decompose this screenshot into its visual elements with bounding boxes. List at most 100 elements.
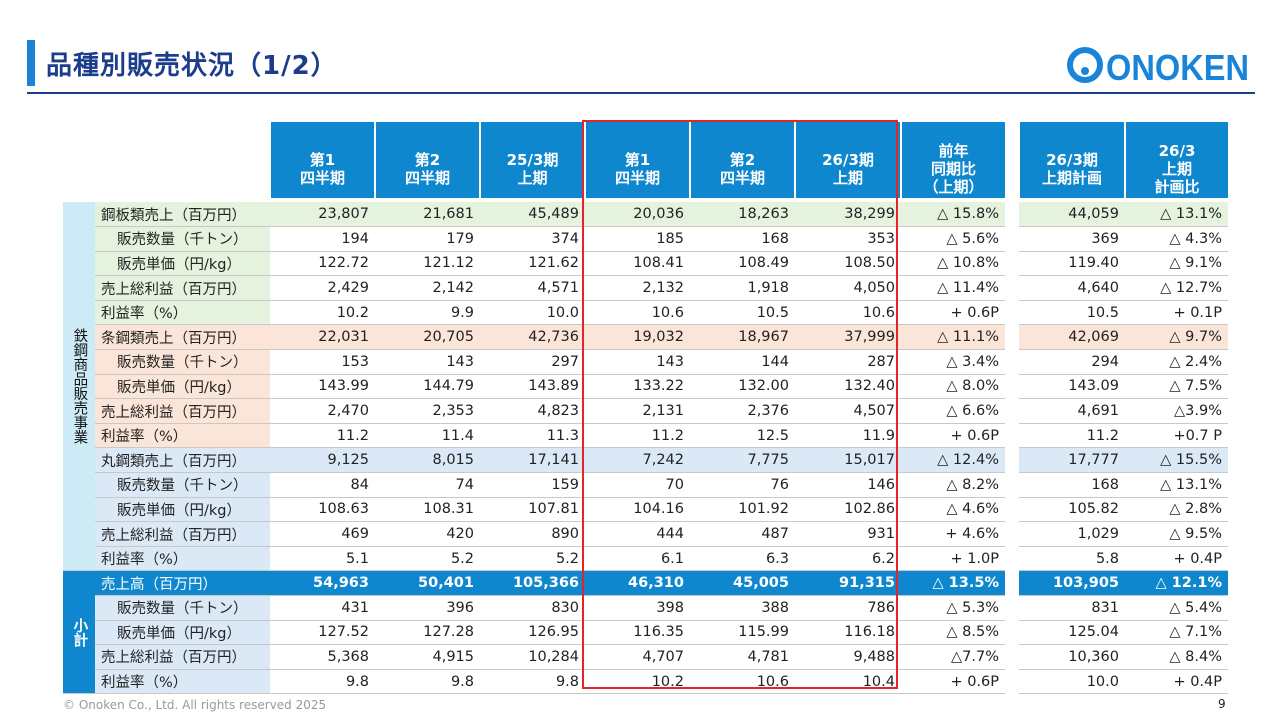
value-cell: 44,059	[1019, 202, 1125, 228]
header-top-cell	[900, 122, 1005, 140]
table-row: 小計 売上高（百万円） 54,963 50,401 105,366 46,310 45,00…	[63, 570, 1228, 695]
column-header: 第2 四半期	[374, 140, 480, 198]
row-label: 利益率（%）	[95, 423, 270, 449]
table-row: 販売単価（円/kg） 122.72 121.12 121.62 108.41 108.49…	[63, 251, 1228, 277]
value-cell: △ 9.1%	[1125, 251, 1228, 277]
section-label: 小計	[63, 570, 95, 695]
value-cell: 10.4	[795, 669, 901, 695]
value-cell: △ 5.3%	[901, 595, 1005, 621]
value-cell: △ 13.5%	[901, 570, 1005, 596]
value-cell: 91,315	[795, 570, 901, 596]
value-cell: 20,036	[585, 202, 690, 228]
table-row: 売上総利益（百万円） 469 420 890 444 487 931 + 4.6% 1,029 △…	[63, 521, 1228, 547]
value-cell: 18,967	[690, 324, 795, 351]
sales-by-product-table: 第1 四半期 第2 四半期 25/3期 上期 第1 四半期 第2 四半期 26/3期 上期…	[63, 122, 1228, 695]
value-cell: 42,736	[480, 324, 585, 351]
value-cell: 374	[480, 226, 585, 252]
column-header: 26/3期 上期計画	[1018, 140, 1125, 198]
table-row: 条鋼類売上（百万円） 22,031 20,705 42,736 19,032 18,967…	[63, 324, 1228, 351]
value-cell: 6.2	[795, 546, 901, 572]
value-cell: + 0.6P	[901, 423, 1005, 449]
value-cell: 74	[375, 472, 480, 498]
value-cell: 831	[1019, 595, 1125, 621]
row-label: 売上高（百万円）	[95, 570, 270, 596]
value-cell: △ 8.5%	[901, 620, 1005, 646]
value-cell: △ 2.4%	[1125, 349, 1228, 375]
header-top-cell	[689, 122, 795, 140]
value-cell: 830	[480, 595, 585, 621]
table-row: 販売単価（円/kg） 127.52 127.28 126.95 116.35 115.99…	[63, 620, 1228, 646]
value-cell: + 0.1P	[1125, 300, 1228, 326]
value-cell: △ 5.6%	[901, 226, 1005, 252]
value-cell: 10,284	[480, 644, 585, 670]
table-row: 販売数量（千トン） 194 179 374 185 168 353 △ 5.6% 369 △ 4.…	[63, 226, 1228, 252]
value-cell: 9,488	[795, 644, 901, 670]
value-cell: 133.22	[585, 374, 690, 400]
value-cell: 37,999	[795, 324, 901, 351]
value-cell: △ 11.4%	[901, 275, 1005, 301]
value-cell: 4,691	[1019, 398, 1125, 424]
value-cell: 5.2	[375, 546, 480, 572]
value-cell: 2,131	[585, 398, 690, 424]
table-row: 利益率（%） 11.2 11.4 11.3 11.2 12.5 11.9 + 0.6P 11.2…	[63, 423, 1228, 449]
value-cell: 786	[795, 595, 901, 621]
value-cell: + 4.6%	[901, 521, 1005, 547]
value-cell: △ 9.7%	[1125, 324, 1228, 351]
value-cell: 76	[690, 472, 795, 498]
value-cell: 143.99	[270, 374, 375, 400]
row-label: 鋼板類売上（百万円）	[95, 202, 270, 228]
value-cell: 5,368	[270, 644, 375, 670]
value-cell: 4,781	[690, 644, 795, 670]
table-row: 利益率（%） 9.8 9.8 9.8 10.2 10.6 10.4 + 0.6P 10.0 + 0…	[63, 669, 1228, 695]
value-cell: 185	[585, 226, 690, 252]
value-cell: △ 11.1%	[901, 324, 1005, 351]
row-label: 利益率（%）	[95, 546, 270, 572]
value-cell: 115.99	[690, 620, 795, 646]
value-cell: 4,571	[480, 275, 585, 301]
copyright-footer: © Onoken Co., Ltd. All rights reserved 2…	[63, 698, 327, 712]
value-cell: 108.49	[690, 251, 795, 277]
value-cell: 9,125	[270, 447, 375, 474]
value-cell: 143	[585, 349, 690, 375]
row-label: 売上総利益（百万円）	[95, 398, 270, 424]
table-row: 売上総利益（百万円） 5,368 4,915 10,284 4,707 4,781 9,48…	[63, 644, 1228, 670]
value-cell: 18,263	[690, 202, 795, 228]
value-cell: 11.3	[480, 423, 585, 449]
value-cell: △ 13.1%	[1125, 202, 1228, 228]
table-row: 売上総利益（百万円） 2,429 2,142 4,571 2,132 1,918 4,050…	[63, 275, 1228, 301]
value-cell: 121.12	[375, 251, 480, 277]
value-cell: 132.00	[690, 374, 795, 400]
value-cell: 102.86	[795, 497, 901, 523]
value-cell: + 0.6P	[901, 669, 1005, 695]
column-header: 前年 同期比 （上期）	[900, 140, 1005, 198]
value-cell: 168	[690, 226, 795, 252]
table-row: 売上総利益（百万円） 2,470 2,353 4,823 2,131 2,376 4,507…	[63, 398, 1228, 424]
row-label: 条鋼類売上（百万円）	[95, 324, 270, 351]
value-cell: 42,069	[1019, 324, 1125, 351]
value-cell: 1,918	[690, 275, 795, 301]
value-cell: 398	[585, 595, 690, 621]
value-cell: 127.52	[270, 620, 375, 646]
value-cell: 396	[375, 595, 480, 621]
value-cell: 19,032	[585, 324, 690, 351]
value-cell: 84	[270, 472, 375, 498]
header-top-cell	[479, 122, 585, 140]
value-cell: 4,050	[795, 275, 901, 301]
column-header: 第2 四半期	[689, 140, 795, 198]
value-cell: △ 8.0%	[901, 374, 1005, 400]
value-cell: △ 12.7%	[1125, 275, 1228, 301]
row-label: 販売数量（千トン）	[95, 595, 270, 621]
value-cell: △ 4.6%	[901, 497, 1005, 523]
value-cell: 23,807	[270, 202, 375, 228]
value-cell: 116.35	[585, 620, 690, 646]
value-cell: 103,905	[1019, 570, 1125, 596]
value-cell: 9.8	[375, 669, 480, 695]
table-row: 販売数量（千トン） 84 74 159 70 76 146 △ 8.2% 168 △ 13.1%	[63, 472, 1228, 498]
value-cell: 10.0	[480, 300, 585, 326]
value-cell: 144	[690, 349, 795, 375]
value-cell: 6.3	[690, 546, 795, 572]
onoken-logo: ONOKEN	[1067, 47, 1249, 86]
value-cell: 179	[375, 226, 480, 252]
value-cell: 22,031	[270, 324, 375, 351]
value-cell: 10.6	[690, 669, 795, 695]
